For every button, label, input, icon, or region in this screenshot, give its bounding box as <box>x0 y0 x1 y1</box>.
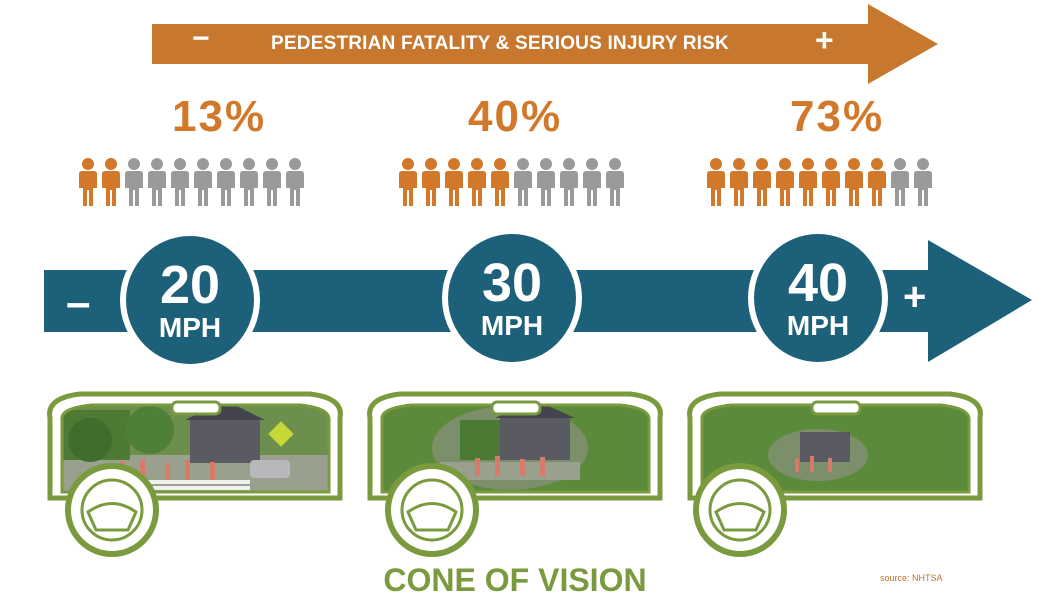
risk-arrow-shape <box>152 4 938 84</box>
windshield-20mph <box>47 391 343 557</box>
risk-percent-30mph: 40% <box>468 92 563 141</box>
person-icon <box>79 158 97 206</box>
risk-minus-sign: − <box>192 22 210 55</box>
person-icon <box>822 158 840 206</box>
person-icon <box>514 158 532 206</box>
source-credit: source: NHTSA <box>880 573 943 583</box>
person-icon <box>845 158 863 206</box>
person-icon <box>286 158 304 206</box>
person-icon <box>730 158 748 206</box>
speed-circle-20 <box>120 230 260 370</box>
person-icon <box>217 158 235 206</box>
person-icon <box>891 158 909 206</box>
person-icon <box>422 158 440 206</box>
person-icon <box>560 158 578 206</box>
person-icon <box>194 158 212 206</box>
person-icon <box>399 158 417 206</box>
risk-percent-20mph: 13% <box>172 92 267 141</box>
person-icon <box>148 158 166 206</box>
person-icon <box>753 158 771 206</box>
speed-unit-20: MPH <box>158 312 222 343</box>
risk-banner-title: PEDESTRIAN FATALITY & SERIOUS INJURY RIS… <box>271 33 729 54</box>
person-icon <box>240 158 258 206</box>
speed-unit-40: MPH <box>786 310 850 341</box>
person-icon <box>537 158 555 206</box>
speed-circle-40 <box>748 228 888 368</box>
people-group-3 <box>707 158 932 206</box>
person-icon <box>914 158 932 206</box>
person-icon <box>707 158 725 206</box>
speed-unit-30: MPH <box>480 310 544 341</box>
person-icon <box>491 158 509 206</box>
risk-percent-40mph: 73% <box>790 92 885 141</box>
windshield-40mph <box>687 391 983 557</box>
person-icon <box>263 158 281 206</box>
person-icon <box>776 158 794 206</box>
speed-minus-sign: – <box>66 278 91 327</box>
people-group-2 <box>399 158 624 206</box>
person-icon <box>606 158 624 206</box>
people-group-1 <box>79 158 304 206</box>
person-icon <box>171 158 189 206</box>
windshield-30mph <box>367 391 663 557</box>
person-icon <box>102 158 120 206</box>
speed-value-30: 30 <box>481 253 543 313</box>
person-icon <box>125 158 143 206</box>
person-icon <box>468 158 486 206</box>
person-icon <box>868 158 886 206</box>
person-icon <box>583 158 601 206</box>
speed-value-20: 20 <box>159 255 221 315</box>
speed-circle-30 <box>442 228 582 368</box>
speed-plus-sign: + <box>903 275 927 319</box>
speed-value-40: 40 <box>787 253 849 313</box>
risk-plus-sign: + <box>815 22 834 58</box>
person-icon <box>799 158 817 206</box>
person-icon <box>445 158 463 206</box>
cone-of-vision-title: CONE OF VISION <box>383 562 647 598</box>
